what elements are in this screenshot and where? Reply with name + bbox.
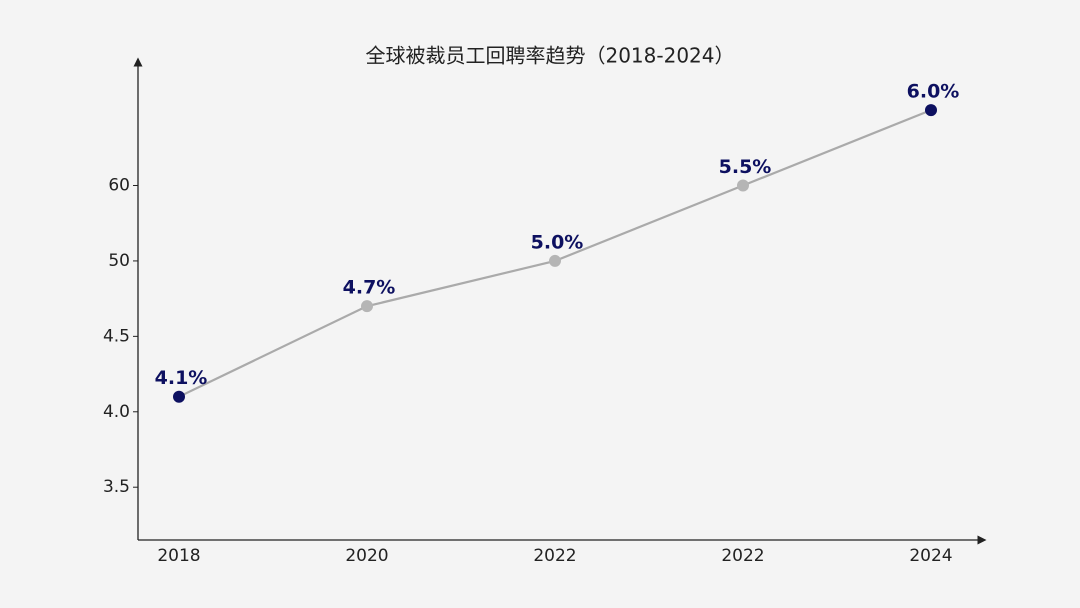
y-tick-label: 4.0 — [103, 402, 130, 422]
x-tick-label: 2018 — [157, 546, 200, 566]
point — [361, 300, 373, 313]
point — [549, 254, 561, 267]
y-tick-label: 50 — [108, 251, 130, 271]
data-label: 6.0% — [907, 81, 960, 103]
chart-title: 全球被裁员工回聘率趋势（2018-2024） — [365, 44, 734, 68]
point — [925, 104, 937, 117]
data-label: 4.1% — [155, 367, 208, 389]
y-tick-label: 60 — [108, 176, 130, 196]
point — [737, 179, 749, 192]
x-tick-label: 2022 — [533, 546, 576, 566]
data-label: 5.5% — [719, 156, 772, 178]
x-tick-label: 2024 — [909, 546, 952, 566]
x-tick-label: 2020 — [345, 546, 388, 566]
data-label: 5.0% — [531, 231, 584, 253]
point — [173, 390, 185, 403]
data-label: 4.7% — [343, 277, 396, 299]
x-tick-label: 2022 — [721, 546, 764, 566]
y-tick-label: 4.5 — [103, 326, 130, 346]
y-tick-label: 3.5 — [103, 477, 130, 497]
